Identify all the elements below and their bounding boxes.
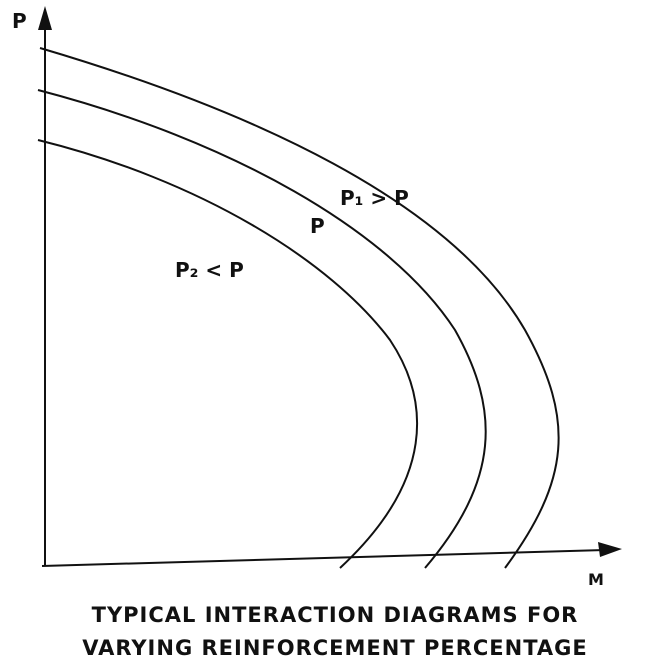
x-axis-label: M: [588, 570, 604, 589]
curve-label: P₂ < P: [175, 258, 244, 282]
x-axis: [41, 549, 606, 567]
caption-line: TYPICAL INTERACTION DIAGRAMS FOR: [92, 603, 579, 627]
y-arrow: [38, 6, 52, 30]
x-arrow: [598, 542, 622, 557]
curve-label: P: [310, 214, 325, 238]
y-axis-label: P: [12, 9, 27, 33]
curve-outer: [39, 47, 560, 569]
curve-label: P₁ > P: [340, 186, 409, 210]
curve-middle: [37, 89, 487, 569]
caption-line: VARYING REINFORCEMENT PERCENTAGE: [82, 636, 588, 660]
curve-inner: [37, 139, 419, 569]
